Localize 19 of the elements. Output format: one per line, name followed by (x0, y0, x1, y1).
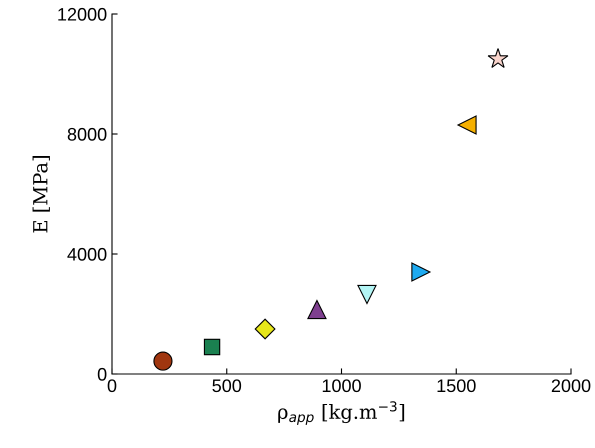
point (457, 115, 477, 135)
point (307, 300, 327, 320)
x-axis-title: ρ$_{app}$ [kg.m$^{−3}$] (278, 401, 404, 425)
y-tick-label: 8000 (68, 128, 106, 141)
point (153, 352, 173, 371)
x-tick-label: 0 (108, 379, 116, 392)
point (488, 48, 508, 68)
y-tick-label: 4000 (67, 248, 106, 261)
x-tick-label: 1500 (438, 379, 476, 392)
point (204, 338, 220, 356)
x-tick-label: 1000 (322, 379, 361, 392)
point (254, 318, 276, 340)
x-tick-label: 500 (212, 379, 242, 392)
point (411, 262, 430, 282)
y-tick-label: 0 (98, 368, 106, 381)
x-tick-label: 2000 (552, 379, 590, 392)
point (357, 284, 377, 304)
y-tick-label: 12000 (58, 8, 106, 21)
y-axis-title: E [MPa] (32, 156, 50, 233)
